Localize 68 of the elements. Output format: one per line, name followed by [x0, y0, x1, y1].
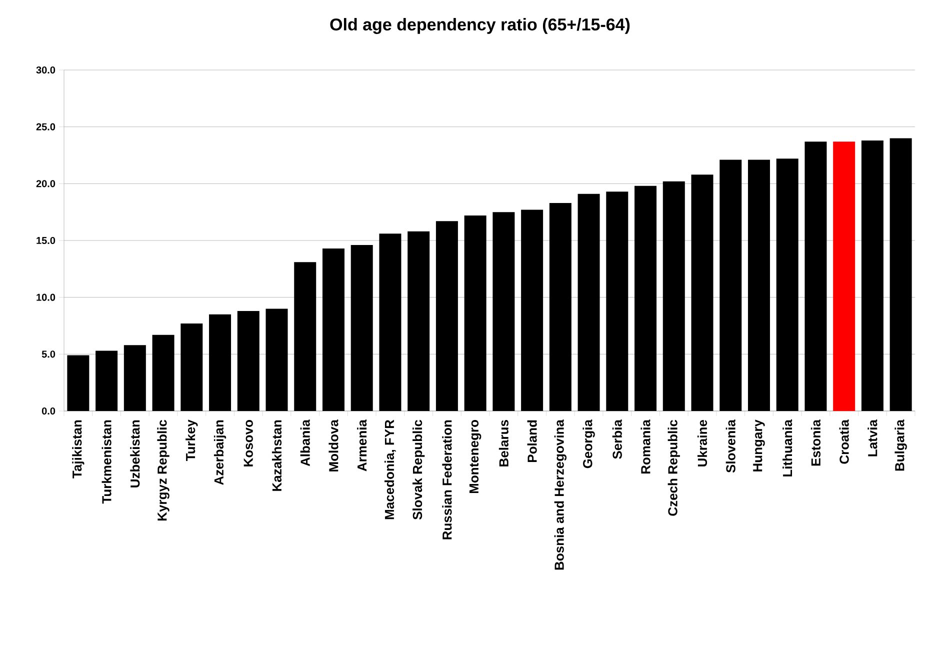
y-tick-label: 5.0: [42, 350, 56, 358]
x-tick-label: Tajikistan: [72, 420, 84, 478]
bar: [549, 202, 572, 411]
x-tick-label: Kosovo: [244, 420, 253, 466]
x-tick-label: Lithuania: [782, 419, 792, 476]
bar: [861, 140, 884, 411]
bar: [379, 234, 402, 411]
x-tick-label: Russian Federation: [442, 420, 452, 540]
bar: [294, 262, 316, 411]
x-tick-label: Bulgaria: [894, 419, 907, 471]
x-tick-label: Serbia: [612, 419, 622, 459]
bar: [890, 138, 912, 411]
bar: [833, 142, 856, 411]
bar: [322, 248, 344, 411]
bar: [578, 194, 600, 411]
y-tick-label: 20.0: [36, 180, 56, 188]
y-tick-label: 10.0: [36, 294, 56, 301]
x-tick-label: Bosnia and Herzegovina: [554, 419, 567, 570]
x-tick-label: Poland: [527, 420, 537, 462]
bar: [124, 345, 146, 411]
x-tick-label: Montenegro: [469, 420, 482, 494]
bar: [180, 323, 203, 411]
x-tick-label: Estonia: [810, 419, 820, 466]
x-tick-label: Macedonia, FYR: [384, 420, 396, 520]
bar: [266, 308, 288, 411]
bar: [634, 186, 657, 411]
x-tick-label: Latvia: [868, 419, 878, 456]
bar: [436, 221, 458, 411]
bar: [152, 334, 174, 411]
bar: [662, 181, 685, 411]
bar: [720, 160, 742, 411]
bar: [606, 192, 628, 411]
x-tick-label: Armenia: [357, 419, 367, 472]
x-tick-label: Slovak Republic: [412, 420, 425, 520]
bar: [96, 350, 118, 411]
bar: [492, 212, 515, 411]
x-tick-label: Kyrgyz Republic: [157, 420, 170, 521]
x-tick-label: Romania: [640, 419, 650, 474]
x-tick-label: Moldova: [328, 419, 338, 472]
bar: [464, 215, 486, 411]
bar: [350, 245, 373, 411]
y-tick-label: 25.0: [36, 123, 56, 130]
x-tick-label: Slovenia: [726, 419, 736, 473]
x-tick-label: Czech Republic: [668, 420, 680, 516]
bar: [67, 355, 90, 411]
bar: [776, 158, 798, 411]
x-tick-label: Uzbekistan: [130, 420, 140, 488]
bar: [237, 310, 260, 411]
bar: [804, 142, 827, 411]
chart-title: Old age dependency ratio (65+/15-64): [330, 18, 630, 34]
x-tick-label: Kazakhstan: [272, 420, 282, 491]
x-tick-label: Turkey: [186, 420, 198, 462]
y-tick-label: 15.0: [36, 236, 56, 244]
x-tick-label: Belarus: [498, 420, 508, 466]
y-tick-label: 0.0: [42, 407, 56, 415]
bar: [691, 174, 714, 411]
x-tick-label: Ukraine: [697, 420, 708, 466]
bar: [209, 314, 232, 411]
x-tick-label: Azerbaijan: [214, 420, 226, 485]
x-tick-label: Georgia: [582, 419, 595, 468]
x-tick-label: Croatia: [839, 419, 849, 464]
bar: [748, 160, 770, 411]
y-tick-label: 30.0: [36, 66, 56, 74]
x-tick-label: Albania: [300, 419, 310, 466]
x-tick-label: Hungary: [753, 420, 765, 472]
bar: [521, 210, 544, 411]
bar: [408, 231, 430, 411]
x-tick-label: Turkmenistan: [102, 420, 112, 504]
